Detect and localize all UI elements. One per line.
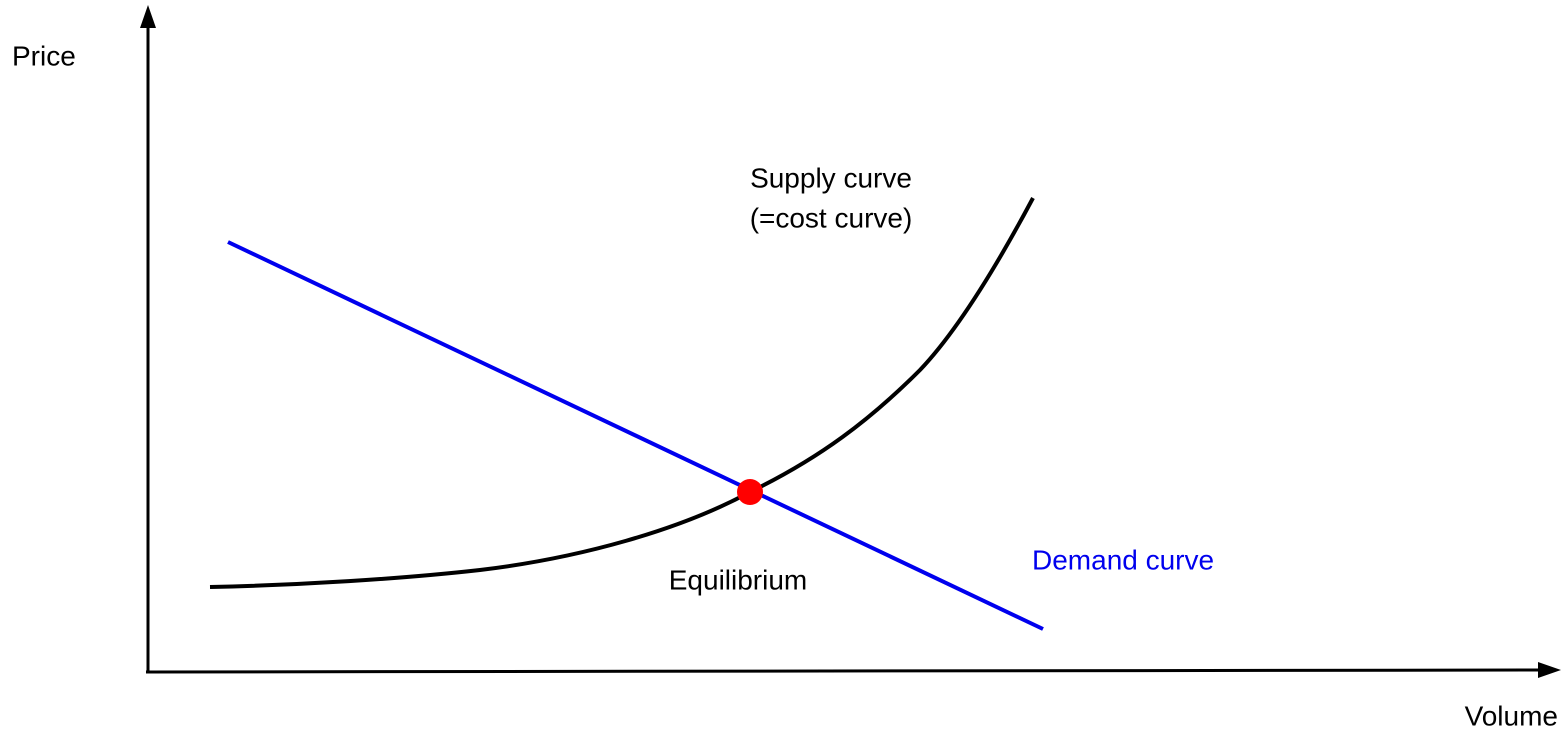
equilibrium-label: Equilibrium xyxy=(669,564,808,595)
y-axis-label: Price xyxy=(12,40,76,71)
y-axis-arrow xyxy=(140,5,156,28)
x-axis-label: Volume xyxy=(1465,700,1558,731)
demand-curve xyxy=(227,240,1044,631)
x-axis xyxy=(145,668,1541,674)
x-axis-arrow xyxy=(1538,662,1561,678)
supply-note: (=cost curve) xyxy=(750,202,913,233)
equilibrium-point xyxy=(737,479,763,505)
supply-curve xyxy=(209,197,1035,589)
demand-label: Demand curve xyxy=(1032,544,1214,575)
supply-label: Supply curve xyxy=(750,162,912,193)
